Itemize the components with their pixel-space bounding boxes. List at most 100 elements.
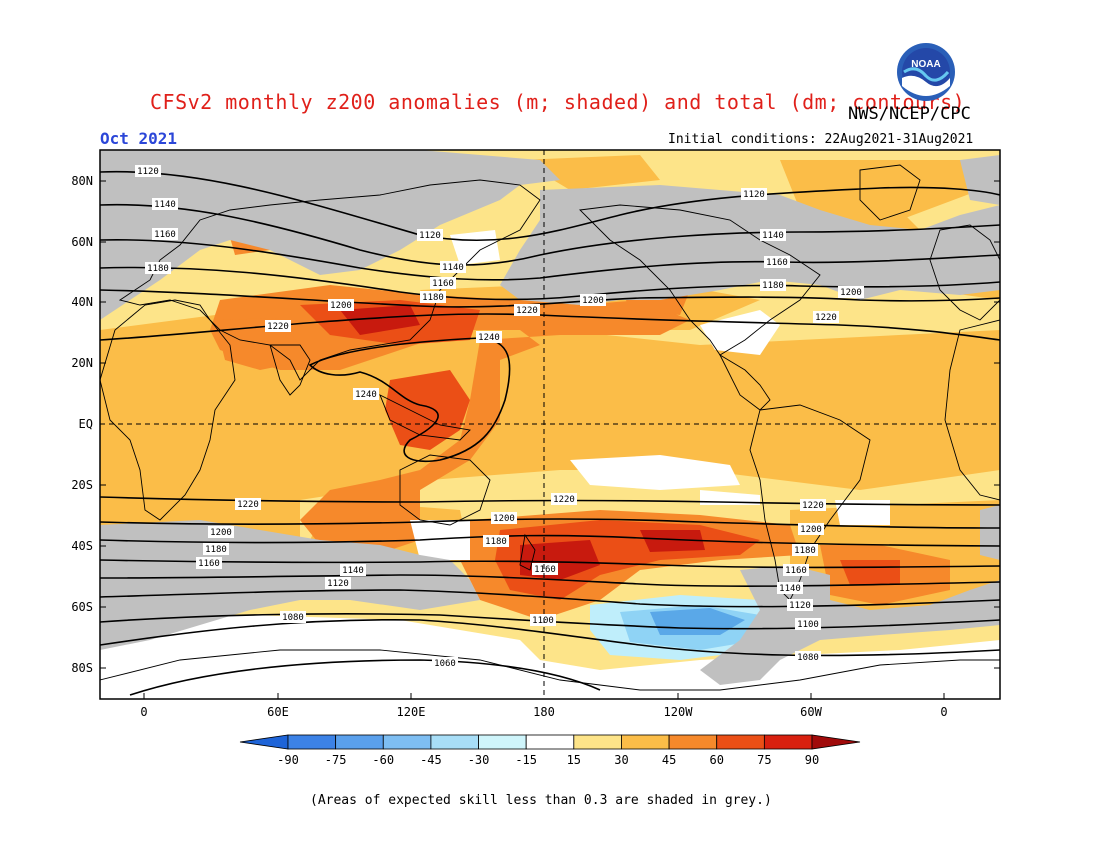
colorbar-tick-label: -60 <box>372 753 394 767</box>
contour-1220-n <box>100 313 1000 341</box>
svg-text:1200: 1200 <box>493 514 515 524</box>
svg-text:1180: 1180 <box>762 281 784 291</box>
colorbar-tick-label: 30 <box>614 753 628 767</box>
svg-text:1100: 1100 <box>532 616 554 626</box>
svg-text:120E: 120E <box>397 705 426 719</box>
svg-text:1220: 1220 <box>802 501 824 511</box>
svg-text:80N: 80N <box>71 174 93 188</box>
svg-text:1120: 1120 <box>327 579 349 589</box>
logo-text: NOAA <box>911 59 940 70</box>
contour-label-1200-c: 1200 <box>838 286 864 298</box>
svg-text:1120: 1120 <box>789 601 811 611</box>
coast-europe-west <box>929 224 1000 321</box>
shade-darkred-asia <box>340 305 420 335</box>
contour-label-1180-a: 1180 <box>145 262 171 274</box>
contour-label-1180-s-a: 1180 <box>203 543 229 555</box>
chart-title: CFSv2 monthly z200 anomalies (m; shaded)… <box>150 90 966 114</box>
skill-footnote: (Areas of expected skill less than 0.3 a… <box>310 793 772 808</box>
colorbar-swatch <box>382 734 432 750</box>
svg-text:60W: 60W <box>800 705 822 719</box>
svg-text:1080: 1080 <box>282 613 304 623</box>
lon-tick-0a: 0 <box>140 693 148 719</box>
svg-text:40S: 40S <box>71 539 93 553</box>
svg-text:1220: 1220 <box>815 313 837 323</box>
svg-text:1140: 1140 <box>779 584 801 594</box>
coast-north-america <box>579 204 821 356</box>
contour-label-1180-s-b: 1180 <box>483 535 509 547</box>
forecast-month: Oct 2021 <box>100 129 178 148</box>
noaa-logo-icon: NOAA <box>897 43 955 101</box>
grey-north-central <box>500 185 1000 305</box>
svg-text:1140: 1140 <box>762 231 784 241</box>
svg-text:1220: 1220 <box>553 495 575 505</box>
svg-text:1240: 1240 <box>355 390 377 400</box>
coast-antarctica <box>100 649 1000 691</box>
contour-label-1060-s: 1060 <box>432 657 458 669</box>
colorbar-swatch <box>668 734 718 750</box>
contour-labels: 1120 1140 1160 1180 1200 1220 1120 1140 … <box>135 165 864 669</box>
svg-text:1140: 1140 <box>442 263 464 273</box>
svg-text:40N: 40N <box>71 295 93 309</box>
svg-text:1180: 1180 <box>422 293 444 303</box>
coast-greenland <box>859 164 921 221</box>
contour-label-1080-s-b: 1080 <box>795 651 821 663</box>
contour-label-1100-s-a: 1100 <box>530 614 556 626</box>
contour-label-1180-c: 1180 <box>760 279 786 291</box>
lat-tick-eq: EQ <box>79 417 93 431</box>
svg-text:1060: 1060 <box>434 659 456 669</box>
lon-tick-180: 180 <box>533 705 555 719</box>
longitude-axis: 0 60E 120E 180 120W 60W 0 <box>140 693 948 719</box>
contour-label-1220-a: 1220 <box>265 320 291 332</box>
svg-text:180: 180 <box>533 705 555 719</box>
svg-text:1160: 1160 <box>534 565 556 575</box>
svg-text:1120: 1120 <box>419 231 441 241</box>
colorbar-tick-label: 15 <box>567 753 581 767</box>
contour-1200-n <box>100 289 1000 308</box>
svg-text:1160: 1160 <box>766 258 788 268</box>
shade-white-southindian <box>410 520 470 560</box>
colorbar-swatch <box>621 734 670 750</box>
shade-red-tropical-westpac <box>385 370 470 450</box>
contour-label-1220-s-c: 1220 <box>800 499 826 511</box>
contour-1180-s <box>100 534 1000 547</box>
colorbar-tick-label: -30 <box>468 753 490 767</box>
lat-tick-80s: 80S <box>71 661 1000 675</box>
colorbar-tick-label: -75 <box>325 753 347 767</box>
svg-text:EQ: EQ <box>79 417 93 431</box>
contour-1060-s <box>129 659 601 696</box>
contour-label-1180-b: 1180 <box>420 291 446 303</box>
contour-label-1140-c: 1140 <box>760 229 786 241</box>
coast-maritime <box>379 394 471 441</box>
contour-label-1140-s-a: 1140 <box>340 564 366 576</box>
contour-label-1200-s-b: 1200 <box>491 512 517 524</box>
contour-1120-n <box>100 170 1000 242</box>
shade-white-southatl <box>835 500 890 525</box>
contour-label-1120-s-b: 1120 <box>787 599 813 611</box>
svg-text:1160: 1160 <box>432 279 454 289</box>
svg-text:1200: 1200 <box>582 296 604 306</box>
contour-1160-s <box>100 559 1000 569</box>
contour-label-1220-s-a: 1220 <box>235 498 261 510</box>
lat-tick-20s: 20S <box>71 478 1000 492</box>
svg-text:1140: 1140 <box>342 566 364 576</box>
svg-text:1180: 1180 <box>794 546 816 556</box>
shade-darkorange-asia <box>210 285 690 560</box>
colorbar-tick-label: -90 <box>277 753 299 767</box>
contour-1180-n <box>100 266 1000 301</box>
coast-south-america <box>749 404 871 601</box>
contour-label-1160-b: 1160 <box>430 277 456 289</box>
svg-text:1180: 1180 <box>485 537 507 547</box>
lon-tick-60e: 60E <box>267 693 289 719</box>
contour-1160-n <box>100 238 1000 281</box>
colorbar-tick-label: 75 <box>757 753 771 767</box>
colorbar-tick-label: -45 <box>420 753 442 767</box>
lat-tick-60s: 60S <box>71 600 1000 614</box>
contour-label-1200-b: 1200 <box>580 294 606 306</box>
contour-1200-s <box>100 518 1000 529</box>
map-frame <box>99 149 1001 700</box>
contour-label-1160-s-a: 1160 <box>196 557 222 569</box>
contour-label-1220-c: 1220 <box>813 311 839 323</box>
contour-label-1180-s-c: 1180 <box>792 544 818 556</box>
lon-tick-120e: 120E <box>397 693 426 719</box>
